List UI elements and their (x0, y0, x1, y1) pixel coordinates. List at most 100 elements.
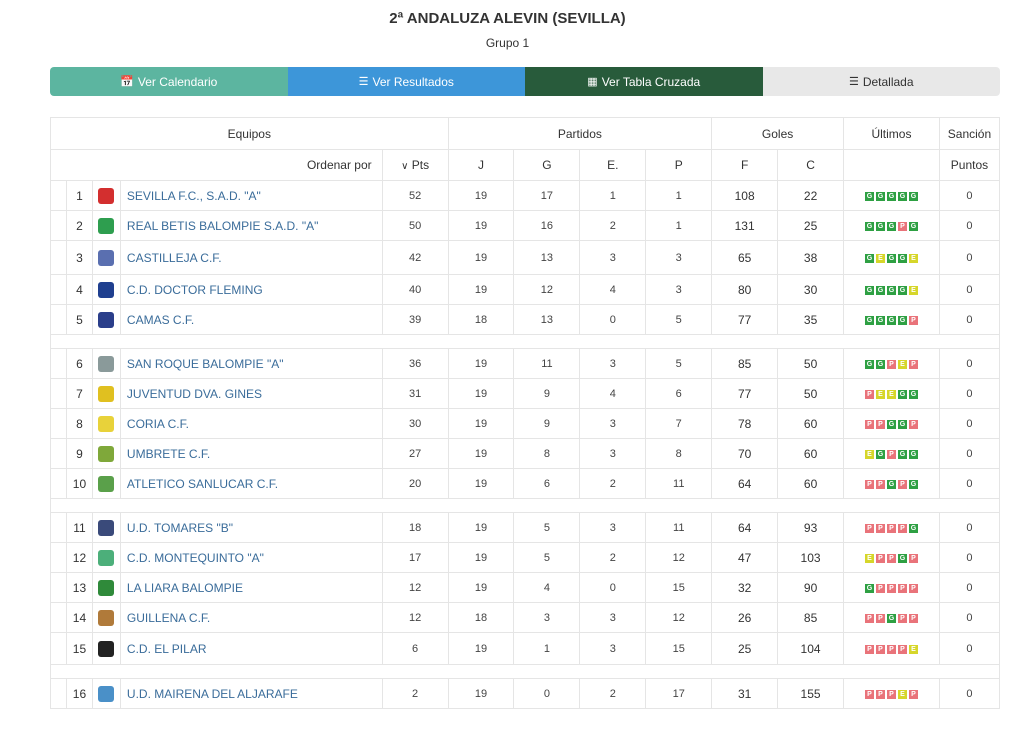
shield-icon (98, 519, 115, 536)
result-badge: G (875, 221, 885, 231)
team-link[interactable]: ATLETICO SANLUCAR C.F. (126, 476, 279, 491)
result-badge: P (875, 479, 885, 489)
header-partidos: Partidos (447, 117, 713, 150)
team-link[interactable]: GUILLENA C.F. (126, 610, 211, 625)
result-badge: G (875, 285, 885, 295)
team-link[interactable]: C.D. EL PILAR (126, 641, 207, 656)
played: 19 (447, 572, 515, 603)
team-name-cell: SAN ROQUE BALOMPIE "A" (119, 348, 383, 379)
sort-pts[interactable]: ∨ Pts (381, 149, 449, 181)
team-link[interactable]: LA LIARA BALOMPIE (126, 580, 243, 595)
result-badge: P (875, 583, 885, 593)
position: 16 (65, 678, 93, 709)
team-link[interactable]: SEVILLA F.C., S.A.D. "A" (126, 188, 261, 203)
row-marker (50, 542, 67, 573)
table-row: 8 CORIA C.F. 30 19 9 3 7 78 60 P P G G P 0 (50, 408, 1001, 439)
team-link[interactable]: U.D. TOMARES "B" (126, 520, 234, 535)
result-badge: G (897, 449, 907, 459)
result-badge: E (908, 253, 918, 263)
team-link[interactable]: CASTILLEJA C.F. (126, 250, 222, 265)
sanction-points: 0 (938, 678, 1001, 709)
sanction-points: 0 (938, 572, 1001, 603)
result-badge: P (908, 613, 918, 623)
played: 19 (447, 180, 515, 211)
goals-for: 64 (711, 512, 779, 543)
shield-icon (98, 579, 115, 596)
result-badge: G (864, 253, 874, 263)
played: 19 (447, 408, 515, 439)
col-puntos: Puntos (938, 149, 1001, 181)
team-link[interactable]: C.D. DOCTOR FLEMING (126, 282, 263, 297)
won: 17 (513, 180, 581, 211)
position: 3 (65, 240, 93, 275)
position: 13 (65, 572, 93, 603)
team-link[interactable]: CAMAS C.F. (126, 312, 195, 327)
result-badge: P (908, 553, 918, 563)
played: 19 (447, 348, 515, 379)
team-name-cell: LA LIARA BALOMPIE (119, 572, 383, 603)
sanction-points: 0 (938, 408, 1001, 439)
table-row: 2 REAL BETIS BALOMPIE S.A.D. "A" 50 19 16 2 1 1… (50, 210, 1001, 241)
team-link[interactable]: U.D. MAIRENA DEL ALJARAFE (126, 686, 298, 701)
result-badge: P (886, 523, 896, 533)
goals-against: 90 (777, 572, 845, 603)
row-marker (50, 274, 67, 305)
separator-cell (50, 664, 1000, 679)
result-badge: G (908, 449, 918, 459)
goals-against: 35 (777, 304, 845, 335)
result-badge: G (908, 479, 918, 489)
points: 40 (381, 274, 449, 305)
won: 0 (513, 678, 581, 709)
drawn: 2 (579, 542, 647, 573)
points: 12 (381, 602, 449, 633)
team-name-cell: JUVENTUD DVA. GINES (119, 378, 383, 409)
won: 9 (513, 408, 581, 439)
team-link[interactable]: REAL BETIS BALOMPIE S.A.D. "A" (126, 218, 319, 233)
table-row: 3 CASTILLEJA C.F. 42 19 13 3 3 65 38 G E G G E 0 (50, 240, 1001, 275)
drawn: 3 (579, 408, 647, 439)
table-row: 11 U.D. TOMARES "B" 18 19 5 3 11 64 93 P P P P G 0 (50, 512, 1001, 543)
played: 19 (447, 378, 515, 409)
chevron-down-icon: ∨ (401, 161, 409, 172)
lost: 8 (645, 438, 713, 469)
result-badge: G (908, 191, 918, 201)
tab-detallada[interactable]: ☰ Detallada (762, 67, 1000, 96)
tab-tabla-cruzada[interactable]: ▦ Ver Tabla Cruzada (525, 67, 763, 96)
sanction-points: 0 (938, 378, 1001, 409)
position: 4 (65, 274, 93, 305)
result-badge: G (886, 191, 896, 201)
team-link[interactable]: UMBRETE C.F. (126, 446, 211, 461)
lost: 5 (645, 304, 713, 335)
goals-for: 77 (711, 378, 779, 409)
team-link[interactable]: SAN ROQUE BALOMPIE "A" (126, 356, 284, 371)
lost: 3 (645, 274, 713, 305)
row-marker (50, 240, 67, 275)
position: 6 (65, 348, 93, 379)
tab-calendario[interactable]: 📅 Ver Calendario (50, 67, 288, 96)
result-badge: G (875, 359, 885, 369)
header-sancion: Sanción (938, 117, 1001, 150)
team-link[interactable]: CORIA C.F. (126, 416, 189, 431)
result-badge: G (886, 479, 896, 489)
shield-icon (98, 415, 115, 432)
lost: 5 (645, 348, 713, 379)
row-marker (50, 678, 67, 709)
position: 2 (65, 210, 93, 241)
team-link[interactable]: JUVENTUD DVA. GINES (126, 386, 263, 401)
tab-resultados[interactable]: ☰ Ver Resultados (287, 67, 525, 96)
points: 42 (381, 240, 449, 275)
row-marker (50, 408, 67, 439)
team-name-cell: ATLETICO SANLUCAR C.F. (119, 468, 383, 499)
goals-for: 131 (711, 210, 779, 241)
result-badge: P (908, 315, 918, 325)
team-link[interactable]: C.D. MONTEQUINTO "A" (126, 550, 264, 565)
goals-for: 78 (711, 408, 779, 439)
col-ultimos (843, 149, 940, 181)
shield-icon (98, 549, 115, 566)
position: 1 (65, 180, 93, 211)
col-c: C (777, 149, 845, 181)
